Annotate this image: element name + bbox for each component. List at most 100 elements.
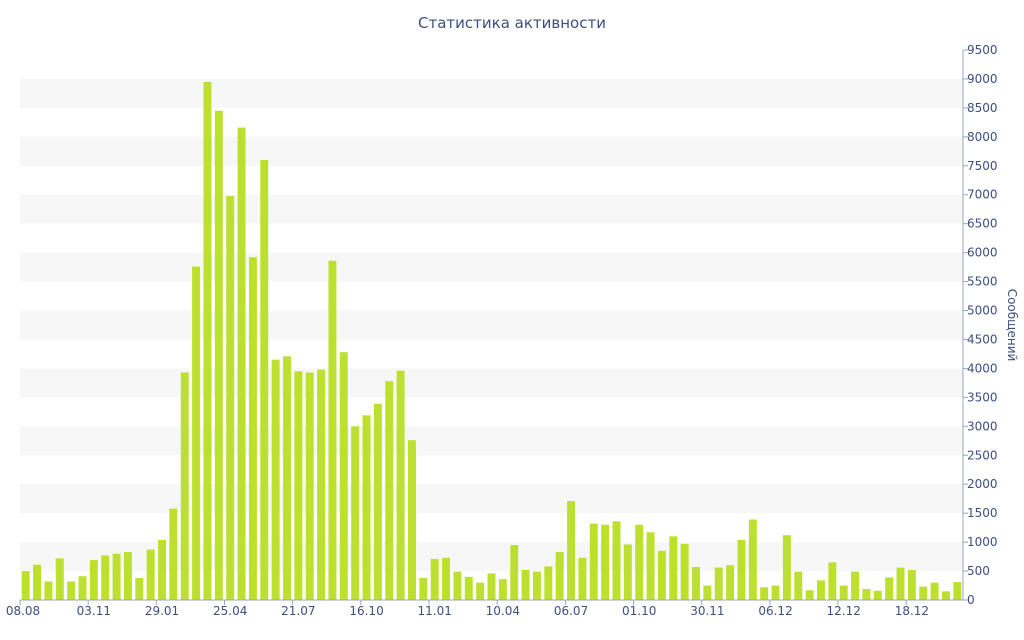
bar <box>953 582 962 600</box>
bar <box>362 415 371 600</box>
bar <box>101 555 110 600</box>
bar <box>885 577 894 600</box>
bar <box>567 501 576 600</box>
y-tick-label: 3500 <box>967 390 998 404</box>
bar <box>623 544 632 600</box>
y-axis-title: Сообщений <box>1005 289 1019 362</box>
y-tick-label: 8000 <box>967 130 998 144</box>
bar <box>839 585 848 600</box>
y-tick-label: 1500 <box>967 506 998 520</box>
bar <box>442 557 451 600</box>
bar <box>317 369 326 600</box>
bar <box>521 569 530 600</box>
bar <box>453 571 462 600</box>
bar <box>941 591 950 600</box>
grid-band <box>20 368 963 398</box>
bar <box>123 551 132 600</box>
y-tick-label: 2500 <box>967 448 998 462</box>
bar <box>396 370 405 600</box>
bar <box>78 576 87 600</box>
bar <box>782 535 791 600</box>
bar <box>464 576 473 600</box>
x-tick-label: 30.11 <box>690 604 724 618</box>
bar <box>703 585 712 600</box>
y-tick-label: 6500 <box>967 217 998 231</box>
bar <box>635 524 644 600</box>
bar <box>135 578 144 600</box>
bar <box>305 372 314 600</box>
bar <box>907 569 916 600</box>
x-tick-label: 11.01 <box>418 604 452 618</box>
bar <box>237 127 246 600</box>
y-tick-label: 4000 <box>967 361 998 375</box>
bar <box>873 590 882 600</box>
grid-band <box>20 78 963 108</box>
bar <box>930 582 939 600</box>
bar <box>692 567 700 600</box>
x-tick-label: 03.11 <box>77 604 111 618</box>
bar <box>430 558 439 600</box>
grid-band <box>20 426 963 456</box>
y-tick-label: 7500 <box>967 159 998 173</box>
bar <box>828 562 837 600</box>
y-tick-label: 9500 <box>967 43 998 57</box>
grid-band <box>20 252 963 282</box>
y-tick-label: 2000 <box>967 477 998 491</box>
bar <box>55 558 64 600</box>
y-tick-label: 8500 <box>967 101 998 115</box>
bar <box>510 545 519 600</box>
bar <box>67 581 76 600</box>
y-tick-label: 1000 <box>967 535 998 549</box>
x-tick-label: 08.08 <box>6 604 40 618</box>
bar <box>851 571 860 600</box>
y-tick-label: 500 <box>967 564 990 578</box>
y-tick-label: 6000 <box>967 246 998 260</box>
bar <box>373 403 382 600</box>
x-tick-label: 06.07 <box>554 604 588 618</box>
bar <box>589 523 598 600</box>
grid-band <box>20 310 963 340</box>
bar <box>158 539 166 600</box>
bar <box>919 586 928 600</box>
bar <box>351 426 360 600</box>
bar <box>21 571 30 600</box>
x-tick-label: 10.04 <box>486 604 520 618</box>
bar <box>817 580 825 600</box>
bar <box>726 565 735 600</box>
bar <box>214 110 223 600</box>
bar <box>794 571 803 600</box>
bar <box>612 521 621 600</box>
bar <box>680 543 689 600</box>
bar <box>544 566 553 600</box>
x-tick-label: 18.12 <box>895 604 929 618</box>
bar <box>33 564 42 600</box>
bar <box>169 508 178 600</box>
x-tick-label: 25.04 <box>213 604 247 618</box>
grid-band <box>20 484 963 514</box>
y-tick-label: 4500 <box>967 332 998 346</box>
bar <box>476 582 485 600</box>
bar <box>112 553 121 600</box>
bar <box>657 550 666 600</box>
bar <box>44 581 53 600</box>
grid-band <box>20 194 963 224</box>
bar <box>714 567 723 600</box>
bar <box>260 160 269 600</box>
bar <box>294 371 303 600</box>
bar <box>498 579 507 600</box>
bar <box>385 381 394 600</box>
y-tick-label: 3000 <box>967 419 998 433</box>
bar <box>646 532 655 600</box>
y-tick-label: 5000 <box>967 304 998 318</box>
bar <box>862 589 871 600</box>
bar <box>771 585 780 600</box>
bar <box>669 536 678 600</box>
bar <box>419 578 428 600</box>
x-tick-label: 21.07 <box>281 604 315 618</box>
bar <box>578 557 587 600</box>
bar <box>192 266 201 600</box>
bar <box>89 560 98 600</box>
bar <box>748 519 757 600</box>
